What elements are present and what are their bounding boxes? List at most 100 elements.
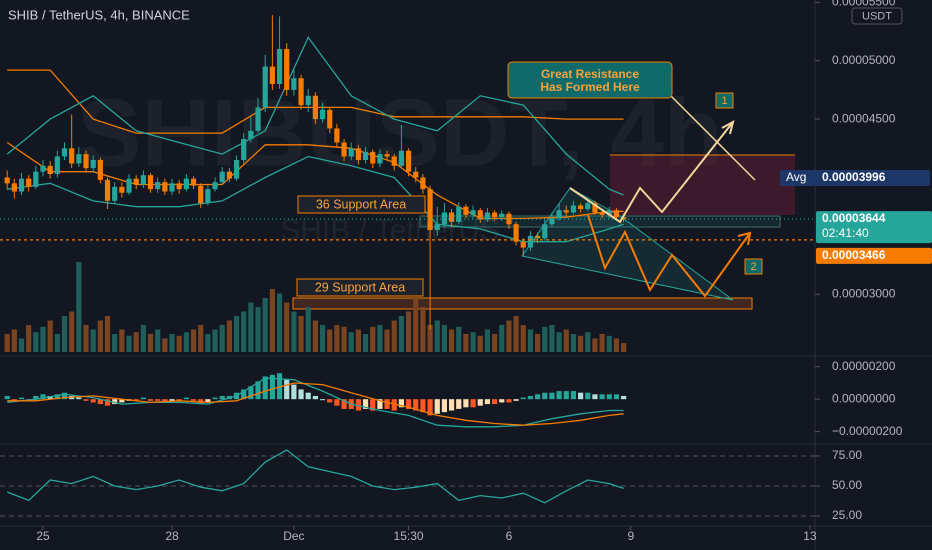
y-tick-label: −0.00000200 bbox=[832, 424, 903, 438]
candle-body bbox=[341, 142, 347, 157]
histogram-bar bbox=[534, 394, 541, 400]
volume-bar bbox=[312, 320, 318, 352]
candle-body bbox=[355, 148, 361, 160]
volume-bar bbox=[384, 329, 390, 352]
candle-body bbox=[241, 138, 247, 160]
countdown: 02:41:40 bbox=[822, 226, 869, 240]
resistance-zone bbox=[610, 155, 795, 215]
price-label: 0.00003466 bbox=[822, 248, 886, 262]
volume-bar bbox=[606, 335, 612, 352]
support-label: 29 Support Area bbox=[315, 280, 405, 294]
histogram-bar bbox=[284, 379, 290, 400]
volume-bar bbox=[398, 316, 405, 352]
volume-bar bbox=[470, 332, 476, 352]
candle-body bbox=[190, 178, 197, 186]
histogram-bar bbox=[4, 395, 10, 400]
arrow-head bbox=[737, 231, 752, 246]
histogram-bar bbox=[140, 397, 146, 400]
histogram-bar bbox=[219, 395, 225, 400]
histogram-bar bbox=[592, 394, 598, 400]
candle-body bbox=[556, 210, 562, 219]
histogram-bar bbox=[613, 394, 620, 400]
volume-bar bbox=[4, 334, 10, 352]
y-tick-label: 0.00000000 bbox=[832, 391, 896, 405]
candle-body bbox=[520, 241, 526, 248]
volume-bar bbox=[556, 332, 562, 352]
volume-bar bbox=[563, 329, 569, 352]
volume-bar bbox=[599, 334, 605, 352]
histogram-bar bbox=[334, 399, 340, 406]
volume-bar bbox=[54, 334, 60, 352]
candle-body bbox=[606, 210, 612, 215]
volume-bar bbox=[513, 316, 519, 352]
histogram-bar bbox=[305, 392, 311, 400]
histogram-bar bbox=[599, 394, 605, 400]
candle-body bbox=[219, 171, 225, 183]
volume-bar bbox=[248, 302, 254, 352]
candle-body bbox=[183, 178, 189, 190]
histogram-bar bbox=[463, 399, 469, 408]
candle-body bbox=[262, 66, 268, 108]
avg-box bbox=[780, 169, 930, 186]
volume-bar bbox=[212, 329, 218, 352]
histogram-bar bbox=[556, 391, 562, 400]
candle-body bbox=[276, 49, 283, 85]
volume-bar bbox=[348, 332, 354, 352]
x-tick-label: 28 bbox=[165, 529, 179, 543]
histogram-bar bbox=[90, 399, 96, 403]
volume-bar bbox=[413, 298, 419, 352]
volume-bar bbox=[183, 332, 189, 352]
support-zone bbox=[292, 297, 753, 310]
candle-body bbox=[599, 212, 605, 215]
label-box bbox=[296, 278, 424, 297]
candle-body bbox=[47, 165, 53, 174]
y-tick-label: 0.00003000 bbox=[832, 286, 896, 300]
y-tick-label: 25.00 bbox=[832, 508, 862, 522]
histogram-bar bbox=[542, 392, 548, 400]
x-tick-label: 25 bbox=[36, 529, 50, 543]
candle-body bbox=[126, 178, 132, 193]
histogram-bar bbox=[40, 394, 46, 400]
candle-body bbox=[470, 210, 476, 215]
volume-bar bbox=[441, 325, 448, 352]
candle-body bbox=[140, 175, 146, 185]
histogram-bar bbox=[262, 376, 268, 400]
candle-body bbox=[176, 183, 182, 190]
histogram-bar bbox=[176, 399, 182, 401]
candle-body bbox=[26, 178, 32, 187]
volume-bar bbox=[133, 332, 139, 352]
candle-body bbox=[384, 154, 390, 157]
histogram-bar bbox=[355, 399, 361, 411]
candle-body bbox=[97, 159, 103, 180]
candle-body bbox=[147, 175, 154, 190]
histogram-bar bbox=[506, 399, 512, 403]
candle-body bbox=[448, 212, 455, 222]
overlay-line bbox=[7, 69, 624, 134]
candle-body bbox=[319, 109, 326, 120]
histogram-bar bbox=[391, 399, 397, 411]
candle-body bbox=[370, 151, 376, 164]
volume-bar bbox=[484, 329, 491, 352]
candle-body bbox=[434, 224, 440, 231]
candle-body bbox=[205, 189, 211, 204]
histogram-bar bbox=[248, 386, 254, 400]
chart-title: SHIB / TetherUS, 4h, BINANCE bbox=[8, 7, 190, 22]
volume-bar bbox=[69, 311, 75, 352]
histogram-bar bbox=[190, 399, 197, 401]
volume-bar bbox=[33, 332, 39, 352]
volume-bar bbox=[26, 325, 32, 352]
volume-bar bbox=[205, 334, 211, 352]
wave-label: 2 bbox=[750, 261, 756, 273]
volume-bar bbox=[377, 325, 383, 352]
candle-body bbox=[463, 206, 469, 215]
histogram-bar bbox=[169, 399, 175, 401]
candle-body bbox=[334, 128, 340, 143]
note-box bbox=[507, 61, 673, 99]
volume-bar bbox=[269, 289, 275, 352]
volume-bar bbox=[276, 293, 283, 352]
candle-body bbox=[585, 203, 591, 210]
histogram-bar bbox=[621, 395, 627, 400]
avg-value: 0.00003996 bbox=[822, 170, 886, 184]
candle-body bbox=[169, 183, 175, 192]
volume-bar bbox=[327, 329, 333, 352]
